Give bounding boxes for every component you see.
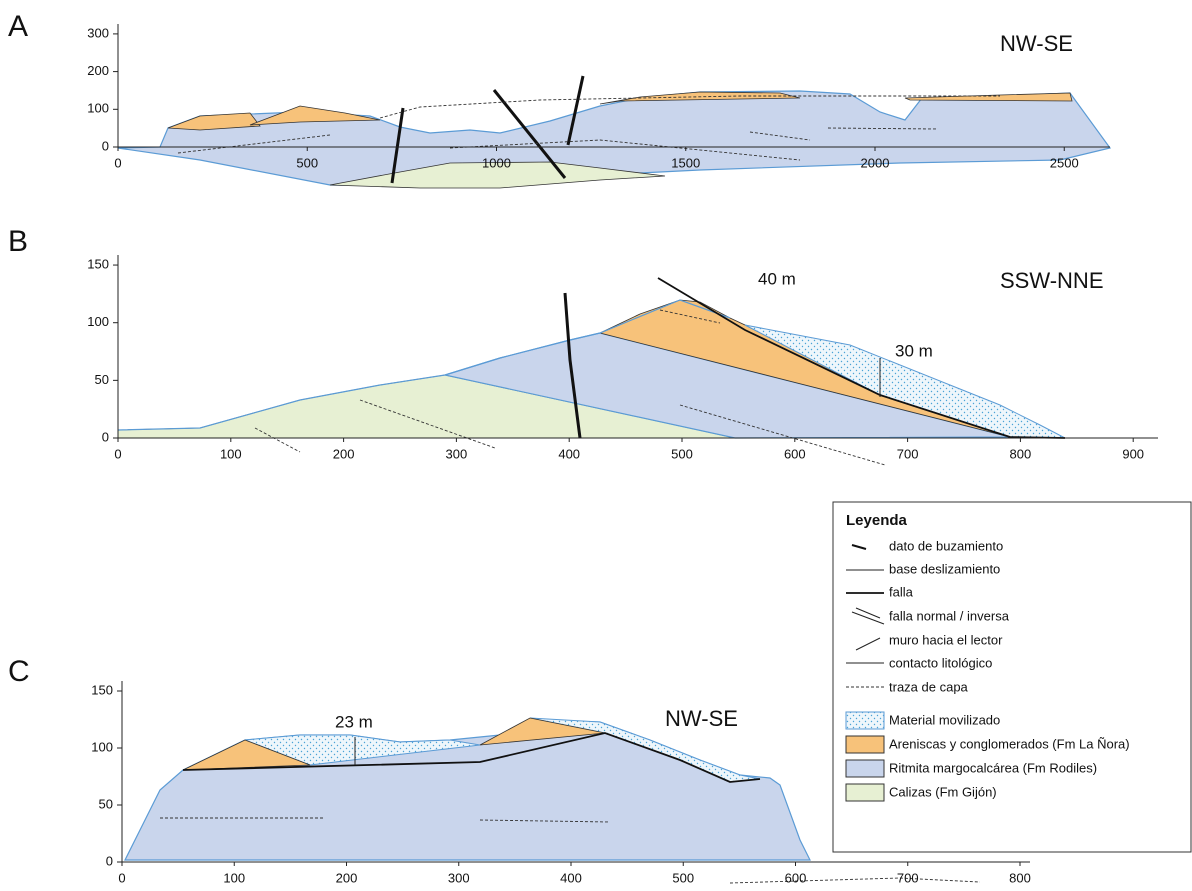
- x-tick-label: 0: [114, 155, 121, 170]
- legend-swatch: [846, 736, 884, 753]
- x-tick-label: 900: [1122, 446, 1144, 461]
- panel-label: A: [8, 10, 28, 43]
- x-tick-label: 100: [223, 870, 245, 885]
- y-tick-label: 200: [87, 63, 109, 78]
- x-tick-label: 400: [558, 446, 580, 461]
- y-tick-label: 0: [106, 853, 113, 868]
- x-tick-label: 100: [220, 446, 242, 461]
- y-tick-label: 50: [99, 796, 113, 811]
- x-tick-label: 700: [897, 870, 919, 885]
- x-tick-label: 300: [446, 446, 468, 461]
- y-tick-label: 150: [91, 682, 113, 697]
- orientation: NW-SE: [1000, 31, 1073, 56]
- legend-label: falla: [889, 584, 914, 599]
- x-tick-label: 200: [333, 446, 355, 461]
- y-tick-label: 0: [102, 429, 109, 444]
- x-tick-label: 400: [560, 870, 582, 885]
- y-tick-label: 100: [91, 739, 113, 754]
- x-tick-label: 2500: [1050, 155, 1079, 170]
- y-tick-label: 50: [95, 372, 109, 387]
- legend-title: Leyenda: [846, 512, 908, 529]
- legend: Leyenda: [833, 502, 1191, 852]
- x-tick-label: 200: [336, 870, 358, 885]
- x-tick-label: 0: [118, 870, 125, 885]
- x-tick-label: 600: [784, 446, 806, 461]
- legend-swatch: [846, 712, 884, 729]
- panel-b: B SSW-NNE 40 m 30 m: [8, 225, 1104, 465]
- legend-label: traza de capa: [889, 679, 969, 694]
- legend-label: Calizas (Fm Gijón): [889, 784, 997, 799]
- annotation: 30 m: [895, 341, 933, 360]
- x-tick-label: 300: [448, 870, 470, 885]
- x-tick-label: 600: [785, 870, 807, 885]
- x-tick-label: 500: [672, 870, 694, 885]
- x-tick-label: 500: [671, 446, 693, 461]
- annotation: 23 m: [335, 712, 373, 731]
- legend-swatch: [846, 760, 884, 777]
- panel-label: B: [8, 225, 28, 258]
- orientation: NW-SE: [665, 706, 738, 731]
- orientation: SSW-NNE: [1000, 268, 1104, 293]
- figure: A NW-SE B SSW-NNE 40 m 30 m C NW-SE: [0, 0, 1192, 891]
- rodiles: [125, 720, 810, 860]
- x-tick-label: 1500: [671, 155, 700, 170]
- legend-label: contacto litológico: [889, 655, 992, 670]
- legend-label: falla normal / inversa: [889, 608, 1010, 623]
- annotation: 40 m: [758, 269, 796, 288]
- areniscas: [905, 93, 1072, 101]
- legend-label: Ritmita margocalcárea (Fm Rodiles): [889, 760, 1097, 775]
- legend-label: dato de buzamiento: [889, 538, 1003, 553]
- page: {"panels": [ {"label": "A", "orientation…: [0, 0, 1192, 891]
- y-tick-label: 0: [102, 138, 109, 153]
- panel-label: C: [8, 655, 30, 688]
- x-tick-label: 800: [1010, 446, 1032, 461]
- x-tick-label: 800: [1009, 870, 1031, 885]
- x-tick-label: 500: [296, 155, 318, 170]
- y-tick-label: 150: [87, 256, 109, 271]
- x-tick-label: 700: [897, 446, 919, 461]
- legend-label: Material movilizado: [889, 712, 1000, 727]
- x-tick-label: 1000: [482, 155, 511, 170]
- y-tick-label: 100: [87, 101, 109, 116]
- panel-a: A NW-SE: [8, 10, 1110, 188]
- legend-label: muro hacia el lector: [889, 632, 1003, 647]
- legend-swatch: [846, 784, 884, 801]
- x-tick-label: 0: [114, 446, 121, 461]
- y-tick-label: 300: [87, 25, 109, 40]
- y-tick-label: 100: [87, 314, 109, 329]
- legend-label: Areniscas y conglomerados (Fm La Ñora): [889, 736, 1130, 751]
- x-tick-label: 2000: [861, 155, 890, 170]
- legend-box: [833, 502, 1191, 852]
- legend-label: base deslizamiento: [889, 561, 1000, 576]
